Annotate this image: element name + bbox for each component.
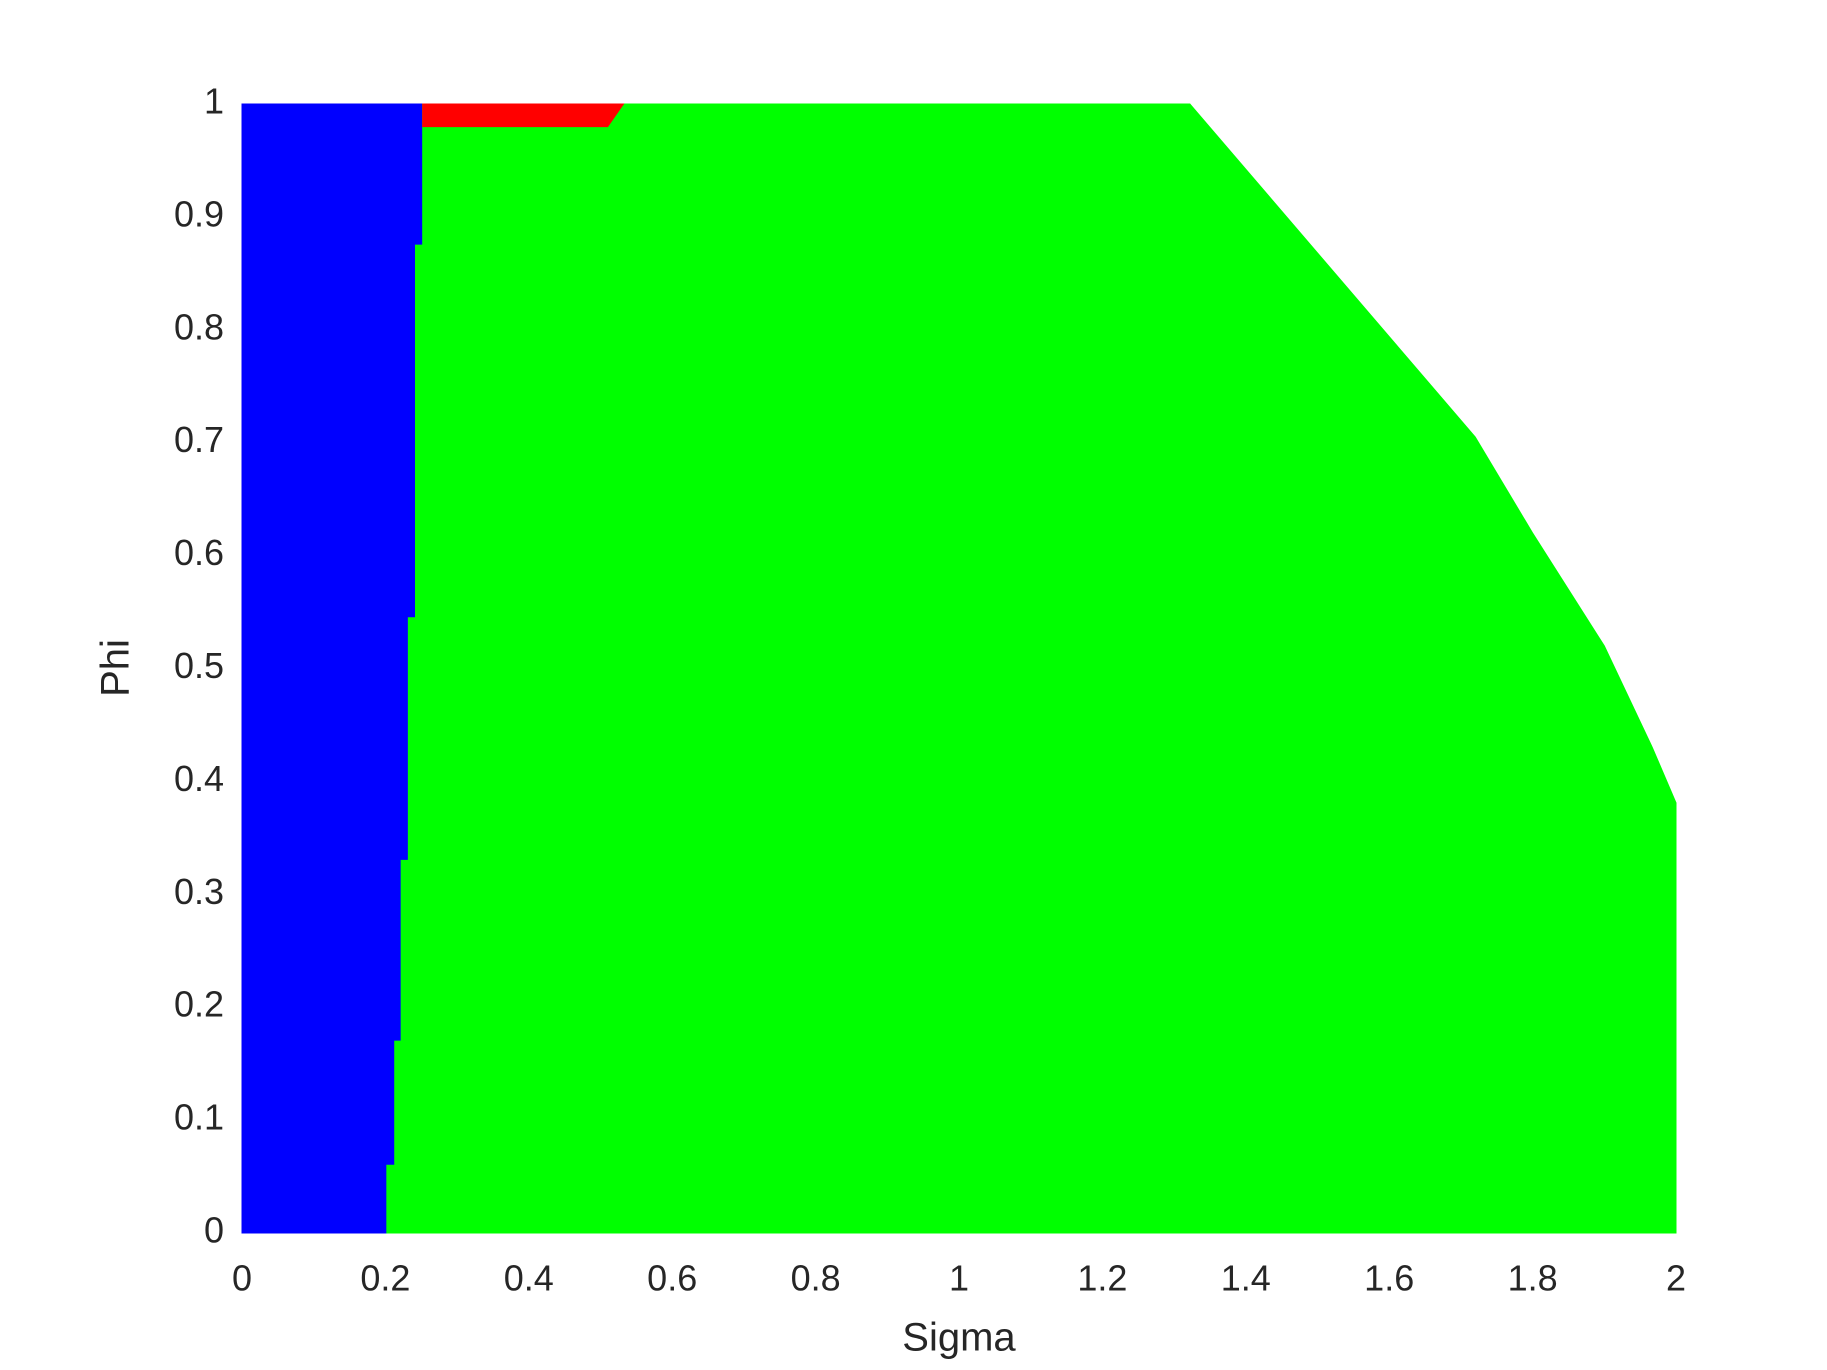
y-tick-label: 0.5 <box>174 645 224 686</box>
y-tick-label: 0.8 <box>174 306 224 347</box>
x-tick-label: 0.4 <box>504 1258 554 1299</box>
y-tick-label: 0.7 <box>174 419 224 460</box>
x-tick-label: 0 <box>232 1258 252 1299</box>
x-tick-label: 0.6 <box>647 1258 697 1299</box>
y-tick-label: 1 <box>204 81 224 122</box>
x-tick-label: 0.8 <box>791 1258 841 1299</box>
y-tick-label: 0.3 <box>174 871 224 912</box>
region <box>422 103 625 128</box>
y-tick-label: 0.4 <box>174 758 224 799</box>
x-tick-label: 1.4 <box>1221 1258 1271 1299</box>
y-tick-label: 0 <box>204 1210 224 1251</box>
y-tick-label: 0.6 <box>174 532 224 573</box>
x-tick-label: 2 <box>1666 1258 1686 1299</box>
y-axis-label: Phi <box>94 639 138 697</box>
region <box>386 103 1677 1234</box>
y-tick-label: 0.2 <box>174 984 224 1025</box>
x-tick-label: 1.6 <box>1364 1258 1414 1299</box>
x-tick-label: 1.8 <box>1508 1258 1558 1299</box>
x-tick-label: 1 <box>949 1258 969 1299</box>
y-tick-label: 0.9 <box>174 193 224 234</box>
x-axis-label: Sigma <box>902 1316 1016 1360</box>
y-tick-label: 0.1 <box>174 1097 224 1138</box>
x-tick-label: 0.2 <box>360 1258 410 1299</box>
x-tick-label: 1.2 <box>1077 1258 1127 1299</box>
